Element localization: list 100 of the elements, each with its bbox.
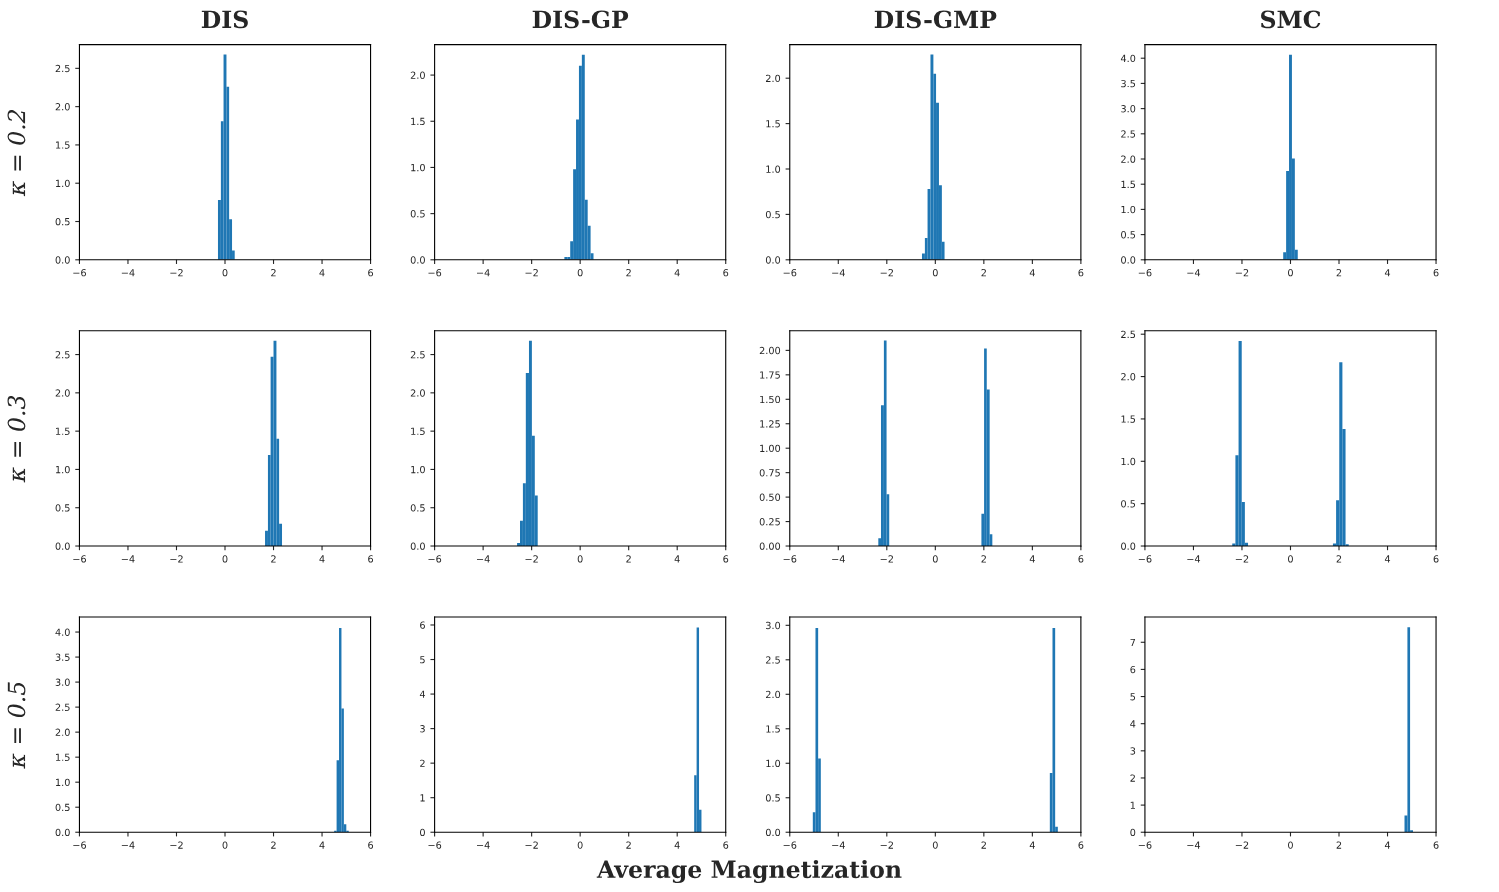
- x-tick-label: −6: [1138, 841, 1152, 849]
- x-tick-label: 6: [1433, 269, 1439, 277]
- y-axis-title: κ = 0.2: [7, 109, 26, 197]
- y-tick-label: 3: [420, 725, 425, 733]
- y-tick-label: 1.5: [1121, 180, 1136, 189]
- x-tick-label: −4: [476, 841, 490, 849]
- y-tick-label: 2.0: [1121, 155, 1136, 163]
- y-tick-label: 1.5: [766, 725, 780, 733]
- y-tick-label: 1.0: [1121, 457, 1136, 466]
- y-tick-label: 7: [1130, 638, 1136, 646]
- x-tick-label: −4: [1187, 269, 1201, 277]
- x-tick-label: 2: [1336, 555, 1342, 563]
- x-tick-label: 4: [319, 555, 325, 563]
- y-tick-label: 2.0: [765, 74, 781, 83]
- x-tick-label: 0: [222, 269, 228, 277]
- y-tick-label: 1.25: [760, 420, 780, 428]
- y-tick-label: 0.5: [1121, 500, 1136, 508]
- y-tick-label: 1: [420, 794, 425, 802]
- x-tick-label: −6: [73, 555, 86, 563]
- x-tick-label: −2: [1235, 555, 1249, 563]
- y-tick-label: 1.5: [411, 427, 425, 435]
- x-tick-label: 2: [271, 841, 276, 849]
- x-tick-label: −6: [73, 841, 86, 849]
- x-tick-label: 4: [1384, 555, 1391, 563]
- x-tick-label: 6: [1078, 269, 1084, 277]
- y-tick-label: 2.0: [410, 71, 425, 79]
- x-tick-label: −4: [121, 555, 135, 563]
- x-tick-label: −6: [783, 555, 797, 563]
- x-tick-label: 6: [723, 841, 729, 849]
- y-tick-label: 0.5: [55, 504, 70, 512]
- y-tick-label: 0.5: [410, 210, 425, 218]
- x-tick-label: −2: [1235, 269, 1249, 277]
- x-tick-label: −4: [476, 555, 490, 563]
- x-tick-label: −2: [170, 555, 183, 563]
- y-tick-label: 1.75: [760, 371, 780, 379]
- y-tick-label: 0.0: [1121, 256, 1136, 264]
- y-tick-label: 1: [1130, 801, 1135, 809]
- y-tick-label: 2.0: [765, 690, 781, 699]
- y-tick-label: 1.0: [56, 778, 70, 787]
- y-tick-label: 4.0: [1120, 54, 1136, 63]
- y-tick-label: 2.0: [55, 389, 70, 397]
- x-tick-label: 6: [1433, 555, 1439, 563]
- y-axis-title: κ = 0.3: [7, 395, 26, 483]
- y-tick-label: 1.5: [56, 753, 70, 761]
- x-tick-label: −2: [525, 269, 538, 277]
- x-tick-label: −2: [880, 269, 893, 277]
- chart-title: DIS-GMP: [874, 10, 997, 29]
- y-tick-label: 5: [1130, 693, 1136, 701]
- x-tick-label: 0: [222, 841, 228, 849]
- x-tick-label: 4: [319, 841, 325, 849]
- y-tick-label: 0.50: [759, 493, 781, 501]
- y-tick-label: 3: [1130, 747, 1136, 755]
- x-tick-label: −6: [428, 841, 442, 849]
- x-tick-label: 6: [1078, 555, 1084, 563]
- y-tick-label: 2: [1130, 774, 1135, 782]
- x-tick-label: 0: [577, 269, 583, 277]
- x-tick-label: 6: [368, 841, 374, 849]
- y-tick-label: 0.0: [410, 256, 425, 264]
- y-tick-label: 1.0: [1121, 205, 1136, 214]
- x-tick-label: 6: [1078, 841, 1084, 849]
- y-tick-label: 0.0: [1121, 542, 1136, 550]
- y-tick-label: 1.50: [760, 395, 781, 404]
- y-tick-label: 0.0: [765, 828, 781, 837]
- x-tick-label: 0: [1288, 841, 1293, 849]
- y-tick-label: 2.5: [410, 351, 425, 359]
- x-tick-label: 2: [626, 841, 631, 849]
- x-tick-label: 0: [577, 555, 583, 563]
- y-tick-label: 0.0: [55, 542, 70, 550]
- chart-title: SMC: [1261, 10, 1321, 29]
- y-tick-label: 4: [419, 690, 426, 698]
- x-tick-label: 4: [1029, 269, 1035, 277]
- y-tick-label: 0.5: [55, 217, 70, 226]
- x-tick-label: −2: [525, 841, 538, 849]
- y-tick-label: 0.0: [55, 256, 70, 264]
- x-tick-label: −4: [121, 269, 135, 277]
- x-tick-label: 2: [981, 841, 986, 849]
- y-tick-label: 1.0: [411, 465, 425, 474]
- y-tick-label: 2.5: [765, 656, 780, 664]
- x-tick-label: 2: [981, 555, 986, 563]
- x-tick-label: 2: [271, 269, 276, 277]
- y-tick-label: 3.0: [55, 678, 70, 686]
- y-tick-label: 0.75: [759, 469, 780, 477]
- y-tick-label: 1.5: [766, 120, 780, 128]
- x-tick-label: 2: [981, 269, 986, 277]
- y-tick-label: 1.0: [766, 759, 781, 768]
- x-tick-label: 2: [271, 555, 276, 563]
- x-tick-label: −6: [428, 269, 442, 277]
- x-tick-label: −6: [783, 269, 797, 277]
- y-tick-label: 5: [420, 656, 425, 664]
- x-tick-label: −2: [170, 841, 183, 849]
- y-tick-label: 2.0: [55, 728, 70, 736]
- x-axis-title: Average Magnetization: [596, 859, 902, 884]
- x-tick-label: −6: [1138, 269, 1152, 277]
- x-tick-label: −2: [880, 555, 893, 563]
- x-tick-label: 4: [1029, 841, 1035, 849]
- x-tick-label: 4: [1384, 269, 1391, 277]
- x-tick-label: −6: [428, 555, 442, 563]
- y-tick-label: 1.0: [411, 163, 425, 172]
- y-tick-label: 2.00: [759, 346, 781, 355]
- y-tick-label: 4: [1130, 720, 1136, 728]
